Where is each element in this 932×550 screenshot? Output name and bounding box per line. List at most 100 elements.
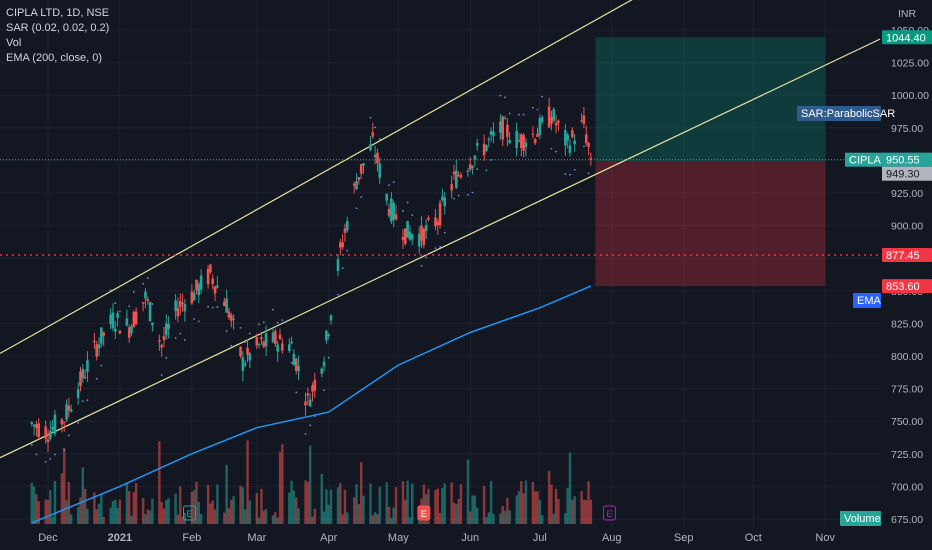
volume-bar bbox=[568, 452, 572, 524]
volume-indicator-tag: Volume bbox=[844, 513, 881, 525]
volume-bar bbox=[534, 491, 537, 524]
sar-dot bbox=[295, 391, 298, 394]
indicator-sar-label[interactable]: SAR (0.02, 0.02, 0.2) bbox=[6, 22, 110, 34]
candle-body bbox=[580, 120, 583, 122]
volume-bar bbox=[501, 506, 504, 524]
sar-dot bbox=[262, 321, 265, 324]
volume-bar bbox=[360, 462, 363, 524]
event-marker-box bbox=[417, 505, 431, 521]
volume-bar bbox=[158, 441, 161, 524]
sar-dot bbox=[86, 399, 89, 402]
channel-lower-line bbox=[0, 38, 881, 459]
sar-dot bbox=[555, 150, 557, 153]
volume-bar bbox=[457, 498, 460, 524]
candle-body bbox=[345, 221, 349, 231]
sar-dot bbox=[193, 318, 196, 320]
candle-body bbox=[466, 171, 470, 173]
sar-dot bbox=[504, 96, 506, 99]
candle-body bbox=[403, 228, 407, 244]
volume-bar bbox=[93, 492, 96, 524]
candle-body bbox=[144, 291, 147, 299]
sar-dot bbox=[309, 424, 312, 427]
sar-dot bbox=[216, 306, 219, 308]
indicator-volume-label[interactable]: Vol bbox=[6, 37, 22, 49]
candle-body bbox=[392, 202, 395, 220]
earnings-event-marker: E bbox=[602, 505, 616, 521]
volume-bar bbox=[401, 481, 405, 524]
candle-body bbox=[271, 332, 275, 343]
candle-body bbox=[306, 393, 310, 396]
volume-bar bbox=[362, 495, 365, 524]
candle-body bbox=[130, 326, 133, 334]
sar-dot bbox=[132, 291, 135, 293]
y-tick-label: 675.00 bbox=[891, 514, 923, 526]
earnings-event-marker: E bbox=[417, 505, 431, 521]
volume-bar bbox=[144, 514, 147, 524]
candle-body bbox=[197, 284, 201, 296]
sar-dot bbox=[258, 323, 261, 326]
candle-body bbox=[373, 155, 377, 158]
volume-bar bbox=[341, 514, 344, 524]
sar-dot bbox=[369, 116, 372, 119]
symbol-title[interactable]: CIPLA LTD, 1D, NSE bbox=[6, 7, 110, 19]
volume-bar bbox=[97, 503, 101, 524]
volume-bar bbox=[116, 507, 119, 524]
candle-body bbox=[53, 414, 57, 434]
candle-body bbox=[246, 347, 249, 355]
volume-bar bbox=[573, 496, 576, 524]
candle-body bbox=[311, 385, 314, 392]
volume-bar bbox=[132, 492, 136, 524]
volume-bar bbox=[308, 445, 312, 524]
candle-body bbox=[441, 196, 444, 201]
event-marker-label: E bbox=[606, 509, 612, 519]
candle-body bbox=[95, 344, 99, 357]
candle-body bbox=[487, 138, 491, 140]
volume-bar bbox=[473, 495, 477, 524]
volume-bar bbox=[46, 500, 50, 524]
candle-body bbox=[540, 117, 544, 123]
candle-body bbox=[438, 202, 442, 226]
sar-dot bbox=[63, 449, 66, 451]
volume-bar bbox=[176, 514, 180, 524]
volume-bar bbox=[241, 487, 245, 524]
support-price-label-bg bbox=[882, 248, 932, 263]
candle-body bbox=[424, 225, 428, 232]
sar-dot bbox=[151, 303, 154, 305]
candle-body bbox=[86, 360, 89, 372]
sar-dot bbox=[207, 305, 209, 308]
volume-bar bbox=[471, 495, 474, 524]
volume-bar bbox=[276, 517, 279, 524]
candle-body bbox=[146, 299, 150, 301]
sar-dot bbox=[183, 339, 186, 341]
candle-body bbox=[455, 170, 458, 188]
volume-bar bbox=[206, 484, 210, 524]
candle-body bbox=[79, 371, 82, 387]
sar-dot bbox=[467, 193, 469, 196]
candle-body bbox=[81, 368, 85, 379]
volume-bar bbox=[443, 483, 446, 524]
volume-bar bbox=[487, 512, 490, 524]
volume-bar bbox=[503, 510, 507, 524]
candles bbox=[30, 97, 593, 453]
indicator-ema-label[interactable]: EMA (200, close, 0) bbox=[6, 52, 102, 64]
x-tick-label: Feb bbox=[182, 532, 201, 544]
currency-label: INR bbox=[898, 8, 917, 20]
sar-dot bbox=[304, 433, 307, 435]
volume-bar bbox=[190, 491, 194, 524]
candle-body bbox=[134, 311, 138, 325]
volume-bar bbox=[452, 502, 456, 524]
candle-body bbox=[573, 140, 576, 145]
sar-dot bbox=[100, 364, 103, 367]
candle-body bbox=[531, 133, 535, 135]
sar-dot bbox=[290, 361, 293, 364]
sar-dot bbox=[471, 191, 474, 194]
candle-body bbox=[489, 131, 493, 135]
candle-body bbox=[65, 404, 68, 420]
candle-body bbox=[508, 140, 511, 143]
candle-body bbox=[69, 409, 73, 412]
candle-body bbox=[109, 314, 112, 325]
sar-dot bbox=[476, 168, 479, 171]
candle-body bbox=[67, 405, 71, 411]
candle-body bbox=[292, 353, 296, 366]
